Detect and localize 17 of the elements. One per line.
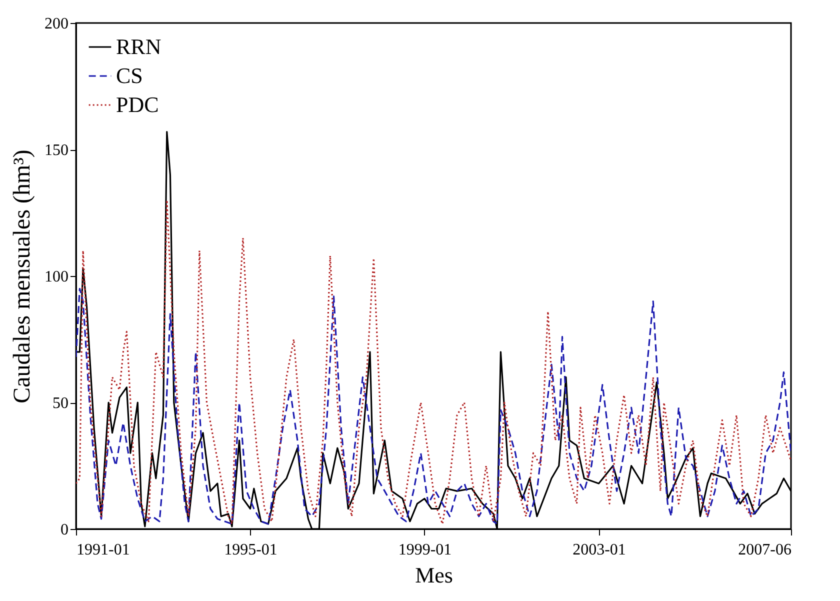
legend-label: PDC	[116, 92, 159, 117]
x-axis-title: Mes	[415, 562, 453, 588]
y-tick-label: 0	[60, 522, 68, 538]
y-tick-label: 150	[44, 142, 68, 159]
x-tick-label: 1995-01	[224, 542, 278, 558]
x-tick-label: 2003-01	[572, 542, 626, 558]
y-tick-label: 50	[52, 395, 68, 412]
y-tick-label: 200	[44, 16, 68, 32]
y-axis-title: Caudales mensuales (hm³)	[10, 150, 36, 404]
legend-label: CS	[116, 63, 143, 88]
x-tick-label: 2007-06	[738, 542, 792, 558]
y-tick-label: 100	[44, 268, 68, 286]
legend-label: RRN	[116, 34, 162, 59]
line-series	[76, 288, 791, 525]
x-tick-label: 1991-01	[76, 542, 130, 558]
x-tick-label: 1999-01	[398, 542, 452, 558]
line-series	[76, 199, 791, 525]
